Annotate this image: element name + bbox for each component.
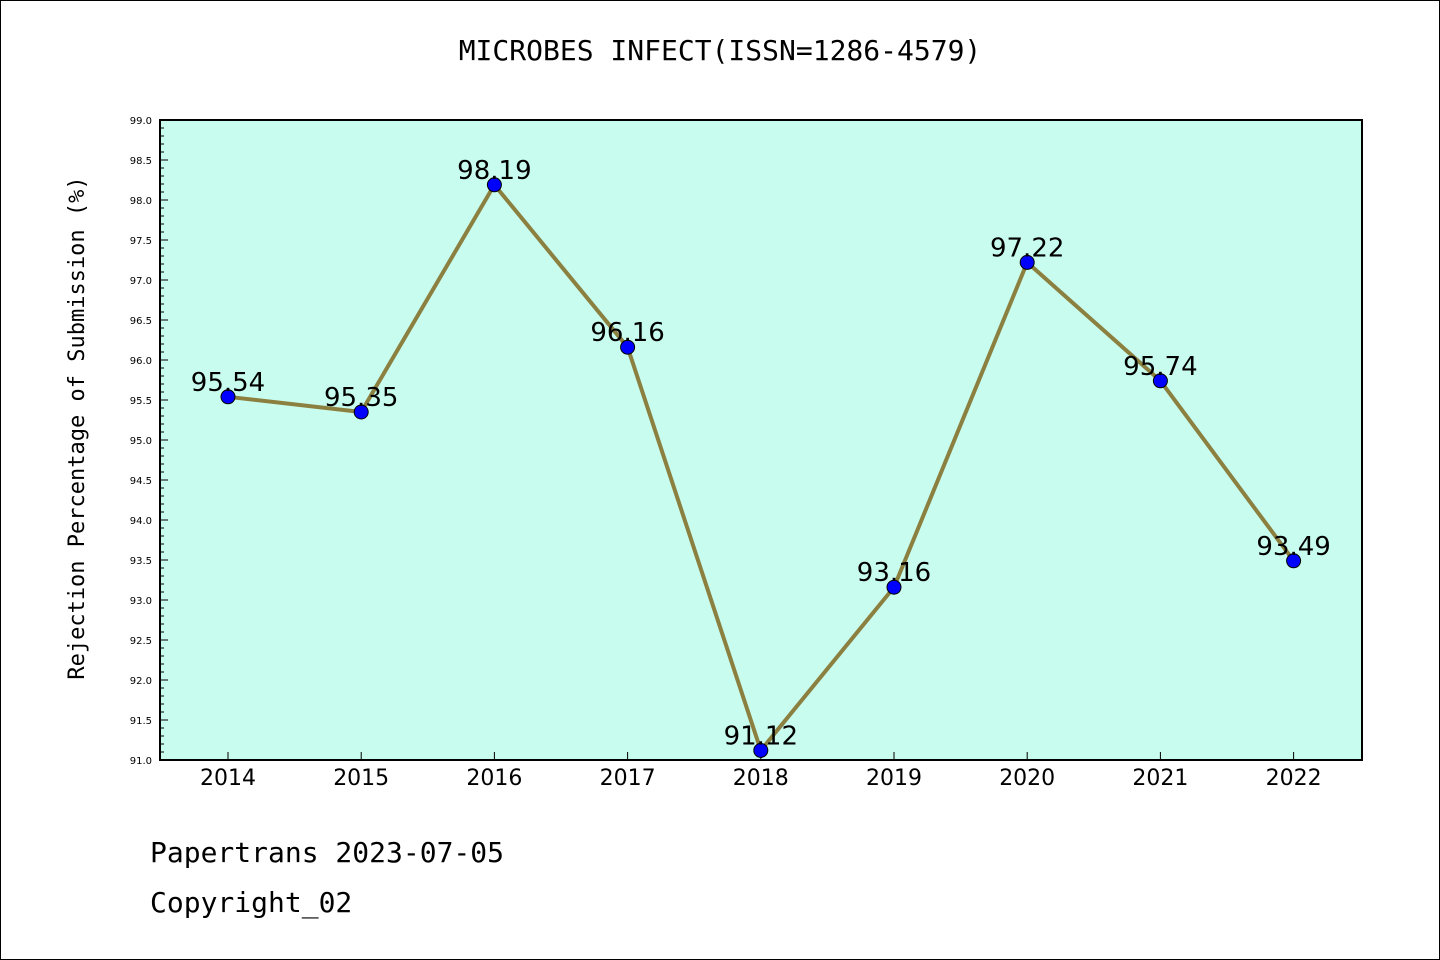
data-point (220, 389, 236, 405)
y-tick-label: 94.0 (130, 516, 152, 527)
data-point (1019, 254, 1035, 270)
data-label: 97.22 (990, 233, 1064, 263)
y-axis-title: Rejection Percentage of Submission (%) (65, 176, 90, 679)
x-tick-label: 2018 (733, 766, 789, 791)
y-tick-label: 92.0 (130, 676, 152, 687)
data-point (1286, 553, 1302, 569)
data-point (886, 579, 902, 595)
x-tick-label: 2020 (999, 766, 1055, 791)
x-tick-label: 2019 (866, 766, 922, 791)
y-tick-label: 99.0 (130, 116, 152, 127)
y-tick-label: 92.5 (130, 636, 152, 647)
y-tick-label: 95.5 (130, 396, 152, 407)
y-axis: 91.0 91.5 92.0 92.5 93.0 93.5 94.0 94.5 95.0 95.5… (130, 116, 168, 767)
chart-title: MICROBES INFECT(ISSN=1286-4579) (458, 34, 982, 67)
x-tick-label: 2014 (200, 766, 256, 791)
footer-copyright: Copyright_02 (150, 886, 353, 919)
data-label: 96.16 (590, 318, 664, 348)
y-tick-label: 97.0 (130, 276, 152, 287)
x-tick-label: 2022 (1266, 766, 1322, 791)
x-tick-label: 2017 (600, 766, 656, 791)
y-tick-label: 91.5 (130, 716, 152, 727)
data-label: 95.54 (191, 368, 265, 398)
footer-date: Papertrans 2023-07-05 (150, 836, 505, 869)
x-tick-label: 2015 (333, 766, 389, 791)
x-axis: 2014 2015 2016 2017 2018 2019 2020 2021 2022 (200, 752, 1322, 791)
data-label: 95.35 (324, 383, 398, 413)
y-tick-label: 91.0 (130, 756, 152, 767)
y-tick-label: 94.5 (130, 476, 152, 487)
data-label: 91.12 (724, 721, 798, 751)
data-point (753, 742, 769, 758)
data-label: 93.49 (1256, 532, 1330, 562)
y-tick-label: 93.0 (130, 596, 152, 607)
y-tick-label: 98.5 (130, 156, 152, 167)
data-point (620, 339, 636, 355)
y-tick-label: 93.5 (130, 556, 152, 567)
y-tick-label: 97.5 (130, 236, 152, 247)
data-label: 93.16 (857, 558, 931, 588)
data-label: 95.74 (1123, 352, 1197, 382)
y-tick-label: 96.5 (130, 316, 152, 327)
x-tick-label: 2021 (1132, 766, 1188, 791)
y-tick-label: 96.0 (130, 356, 152, 367)
plot-area (159, 119, 1363, 761)
data-point (486, 177, 502, 193)
y-tick-label: 98.0 (130, 196, 152, 207)
y-tick-label: 95.0 (130, 436, 152, 447)
x-tick-label: 2016 (466, 766, 522, 791)
data-markers (220, 177, 1302, 758)
data-point (1152, 373, 1168, 389)
data-point (353, 404, 369, 420)
data-labels: 95.54 95.35 98.19 96.16 91.12 93.16 97.22 95.74… (191, 156, 1331, 752)
data-label: 98.19 (457, 156, 531, 186)
